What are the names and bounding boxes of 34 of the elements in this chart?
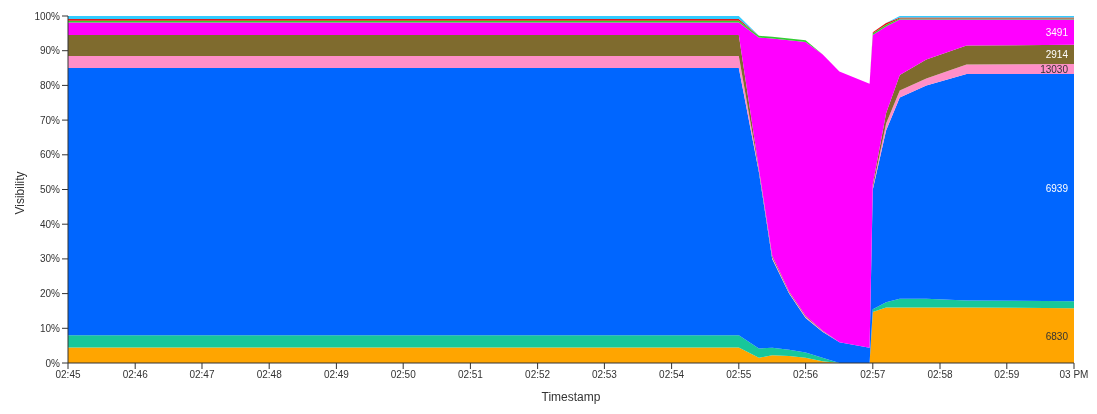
series-label: 6939 xyxy=(1045,182,1069,194)
x-tick-label: 02:58 xyxy=(927,369,953,381)
y-tick-label: 20% xyxy=(39,288,61,300)
x-tick-label: 02:53 xyxy=(591,369,618,381)
y-tick-label: 10% xyxy=(39,322,61,334)
x-tick-label: 02:56 xyxy=(793,369,819,381)
x-tick-label: 02:49 xyxy=(323,369,350,381)
x-tick-label: 02:52 xyxy=(525,369,551,381)
y-tick-label: 80% xyxy=(39,79,61,91)
x-tick-label: 02:48 xyxy=(256,369,283,381)
y-tick-label: 0% xyxy=(45,357,61,369)
x-tick-label: 02:54 xyxy=(659,369,685,381)
series-label: 2914 xyxy=(1045,49,1069,61)
x-tick-label: 02:46 xyxy=(122,369,149,381)
y-tick-label: 100% xyxy=(34,10,61,22)
series-label: 13030 xyxy=(1040,63,1069,75)
y-tick-label: 90% xyxy=(39,45,61,57)
y-tick-label: 40% xyxy=(39,218,61,230)
x-tick-label: 02:51 xyxy=(457,369,484,381)
x-tick-label: 02:47 xyxy=(189,369,215,381)
x-tick-label: 02:59 xyxy=(994,369,1020,381)
y-tick-label: 50% xyxy=(39,184,61,196)
series-label: 6830 xyxy=(1045,330,1069,342)
x-tick-label: 03 PM xyxy=(1059,369,1089,381)
x-axis-title: Timestamp xyxy=(541,390,601,404)
y-axis-title: Visibility xyxy=(13,171,28,215)
y-tick-label: 70% xyxy=(39,114,61,126)
y-tick-label: 30% xyxy=(39,253,61,265)
series-label: 3491 xyxy=(1045,27,1069,39)
x-tick-label: 02:55 xyxy=(726,369,752,381)
y-tick-label: 60% xyxy=(39,149,61,161)
x-tick-label: 02:57 xyxy=(860,369,886,381)
x-tick-label: 02:50 xyxy=(390,369,417,381)
x-tick-label: 02:45 xyxy=(55,369,81,381)
